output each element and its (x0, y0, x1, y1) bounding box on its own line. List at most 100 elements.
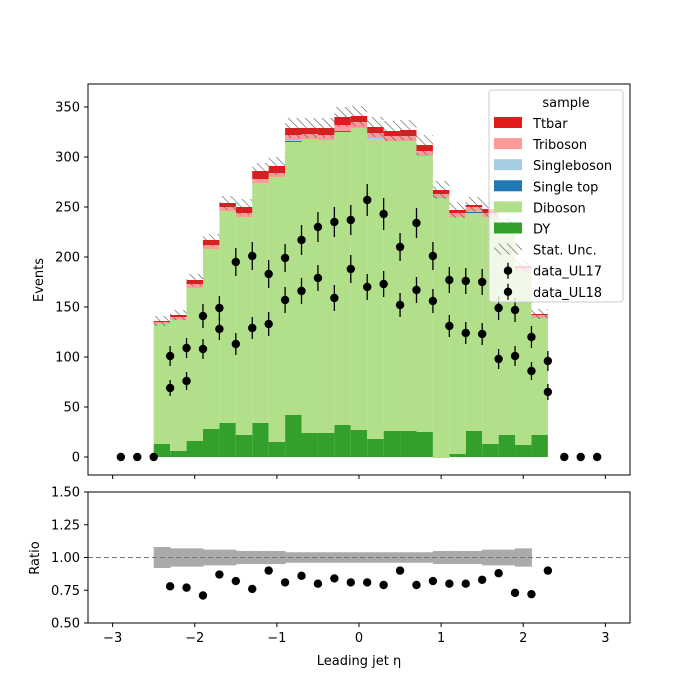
data-point-data_ul17 (560, 452, 569, 462)
data-point-data_ul17 (510, 305, 520, 315)
legend-label: DY (533, 223, 550, 238)
legend-swatch-stat-unc (494, 243, 522, 255)
ratio-point (527, 589, 536, 599)
x-tick-label: 2 (519, 631, 527, 646)
legend-swatch-ttbar (494, 117, 522, 128)
bar-single-top (334, 131, 351, 132)
bar-diboson (301, 140, 318, 433)
y-tick-label: 150 (55, 301, 80, 316)
bar-dy (334, 425, 351, 457)
ratio-point (248, 584, 257, 594)
bar-dy (235, 435, 253, 457)
bar-dy (383, 431, 401, 457)
bar-diboson (515, 271, 532, 445)
bar-singleboson (367, 138, 384, 139)
stat-unc-band (202, 234, 220, 246)
data-point-data_ul17 (576, 452, 585, 462)
data-point-data_ul17 (461, 276, 470, 286)
data-point-data_ul17 (477, 277, 487, 287)
data-point-data_ul18 (445, 321, 454, 331)
stat-unc-band (531, 309, 548, 319)
ratio-y-tick-label: 1.50 (51, 486, 80, 501)
ratio-x-axis: −3 −2 −1 0 1 2 3 (103, 623, 610, 646)
data-point-data_ul18 (494, 354, 503, 364)
data-point-data_ul18 (363, 282, 372, 292)
stat-unc-band (449, 202, 466, 218)
legend-title: sample (542, 96, 589, 111)
bar-dy (465, 431, 483, 457)
data-point-data_ul18 (248, 323, 257, 333)
legend-swatch-dy (494, 222, 522, 234)
data-point-data_ul17 (494, 303, 503, 313)
bar-diboson (170, 320, 187, 451)
data-point-data_ul18 (346, 264, 355, 274)
ratio-point (363, 578, 372, 587)
data-point-data_ul18 (412, 285, 421, 295)
bar-dy (367, 439, 384, 457)
ratio-unc-band (334, 552, 352, 563)
y-tick-label: 50 (63, 401, 80, 416)
data-point-data_ul18 (280, 295, 290, 305)
y-tick-label: 350 (55, 101, 80, 116)
stat-unc-band (432, 181, 450, 199)
data-point-data_ul17 (182, 343, 191, 353)
data-point-data_ul17 (379, 209, 388, 219)
bar-dy (219, 423, 236, 457)
data-point-data_ul18 (165, 383, 175, 393)
x-axis-label: Leading jet η (317, 654, 402, 669)
bar-single-top (285, 141, 302, 142)
bar-diboson (416, 156, 433, 432)
legend-swatch-diboson (494, 201, 522, 213)
data-point-data_ul18 (510, 351, 520, 361)
data-point-data_ul18 (215, 324, 224, 334)
ratio-point (428, 576, 438, 586)
x-tick-label: 0 (355, 631, 363, 646)
data-point-data_ul17 (346, 215, 355, 225)
bar-diboson (252, 183, 269, 423)
bar-dy (317, 433, 335, 457)
legend-label: Singleboson (533, 159, 612, 174)
bar-diboson (285, 142, 302, 415)
data-point-data_ul17 (592, 452, 602, 462)
ratio-point (313, 579, 323, 588)
y-tick-label: 0 (72, 451, 80, 466)
bar-diboson (432, 198, 450, 458)
bar-diboson (317, 140, 335, 433)
data-point-data_ul18 (543, 387, 553, 397)
legend-box (488, 89, 624, 303)
ratio-y-axis-label: Ratio (28, 541, 43, 574)
bar-dy (515, 445, 532, 457)
data-point-data_ul18 (297, 286, 306, 296)
data-point-data_ul18 (527, 366, 536, 376)
ratio-point (494, 569, 503, 578)
ratio-y-tick-label: 1.00 (51, 551, 80, 566)
stat-unc-band (268, 157, 286, 175)
stat-unc-band (252, 163, 269, 179)
ratio-point (330, 574, 339, 583)
ratio-point (445, 579, 454, 588)
data-point-data_ul18 (264, 319, 273, 329)
stat-unc-band (416, 135, 433, 155)
data-point-data_ul18 (198, 344, 208, 354)
legend-swatch-singleboson (494, 159, 522, 171)
bar-diboson (235, 217, 253, 435)
data-point-data_ul17 (363, 195, 372, 205)
bar-dy (186, 441, 203, 457)
main-x-axis-ticks (112, 475, 606, 479)
stat-unc-band (350, 106, 368, 126)
stat-unc-band (170, 310, 187, 320)
data-point-data_ul17 (116, 452, 126, 462)
bar-diboson (465, 213, 483, 431)
bar-dy (449, 454, 466, 457)
x-tick-label: 1 (437, 631, 445, 646)
data-point-data_ul17 (527, 332, 536, 342)
bar-triboson (202, 245, 220, 249)
ratio-unc-band (350, 552, 368, 563)
bar-dy (153, 444, 171, 457)
x-tick-label: −2 (185, 631, 204, 646)
ratio-point (477, 575, 487, 584)
main-plot: 0 50 100 150 200 250 300 350 Events sample Ttbar… (32, 83, 631, 479)
legend-swatch-single-top (494, 180, 522, 192)
ratio-point (395, 566, 405, 575)
stat-unc-band (465, 197, 483, 213)
